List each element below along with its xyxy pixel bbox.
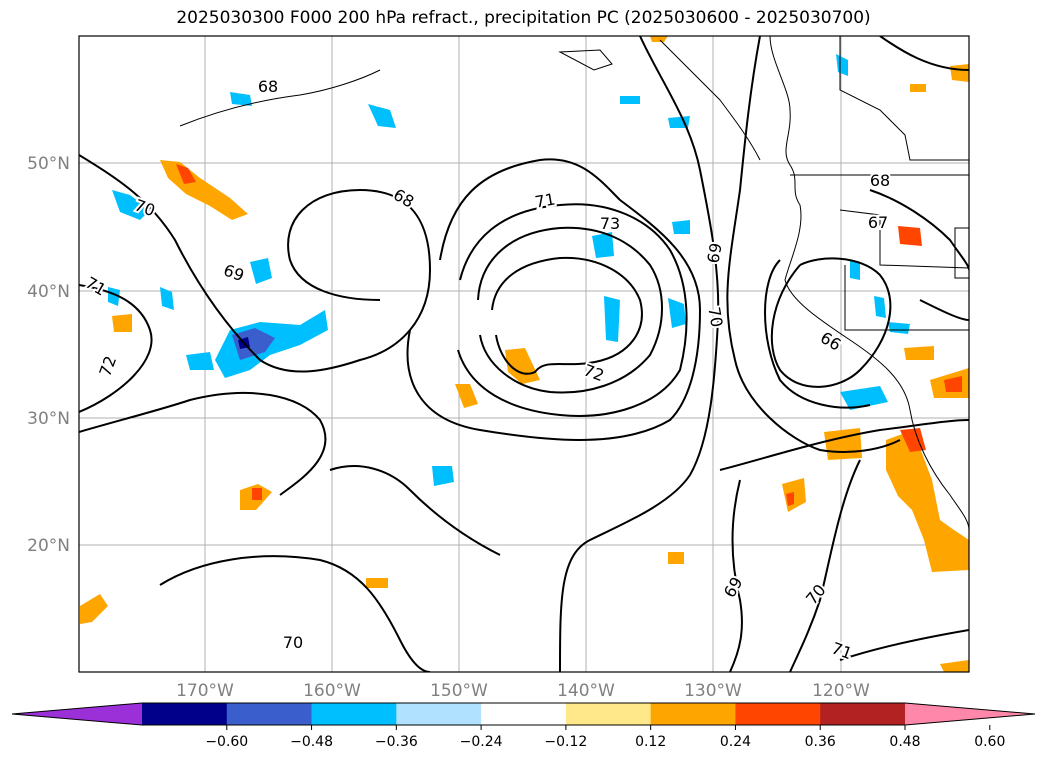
lon-label-140w: 140°W bbox=[557, 681, 615, 701]
colorbar-tick-label: −0.48 bbox=[290, 734, 333, 750]
longitude-labels: 170°W 160°W 150°W 140°W 130°W 120°W bbox=[176, 681, 870, 701]
colorbar-swatch bbox=[820, 703, 906, 725]
lat-label-40n: 40°N bbox=[27, 282, 70, 302]
lon-label-160w: 160°W bbox=[303, 681, 361, 701]
contour-label: 68 bbox=[870, 171, 890, 190]
colorbar-swatch bbox=[311, 703, 397, 725]
lat-label-50n: 50°N bbox=[27, 154, 70, 174]
colorbar-swatch bbox=[650, 703, 736, 725]
colorbar-swatch bbox=[396, 703, 482, 725]
lon-label-170w: 170°W bbox=[176, 681, 234, 701]
colorbar: −0.60 −0.48 −0.36 −0.24 −0.12 0.12 0.24 0.36 0.4… bbox=[11, 702, 1036, 750]
colorbar-tick-label: −0.60 bbox=[205, 734, 248, 750]
colorbar-extend-high bbox=[905, 703, 1035, 725]
map-title: 2025030300 F000 200 hPa refract., precip… bbox=[176, 8, 871, 28]
coastlines bbox=[179, 36, 969, 531]
lon-label-120w: 120°W bbox=[812, 681, 870, 701]
contour-label: 73 bbox=[600, 214, 620, 233]
colorbar-tick-label: −0.24 bbox=[460, 734, 503, 750]
lon-label-130w: 130°W bbox=[684, 681, 742, 701]
colorbar-swatch bbox=[481, 703, 567, 725]
contour-label: 67 bbox=[868, 213, 888, 232]
colorbar-swatch bbox=[226, 703, 313, 725]
contour-label: 71 bbox=[533, 189, 556, 211]
colorbar-tick-label: −0.36 bbox=[375, 734, 418, 750]
refractivity-contours bbox=[79, 36, 969, 672]
contour-label: 69 bbox=[703, 241, 725, 264]
colorbar-swatch bbox=[735, 703, 821, 725]
colorbar-tick-label: 0.60 bbox=[974, 734, 1005, 750]
colorbar-outline bbox=[11, 702, 1036, 726]
colorbar-swatch bbox=[142, 703, 228, 725]
latitude-labels: 50°N 40°N 30°N 20°N bbox=[27, 154, 70, 556]
colorbar-tick-label: 0.48 bbox=[889, 734, 920, 750]
colorbar-tick-label: 0.24 bbox=[720, 734, 751, 750]
contour-label: 70 bbox=[704, 305, 726, 328]
map-frame bbox=[78, 35, 970, 673]
colorbar-extend-low bbox=[12, 703, 142, 725]
colorbar-tick-label: 0.12 bbox=[635, 734, 666, 750]
precipitation-shading bbox=[80, 36, 969, 672]
lon-label-150w: 150°W bbox=[430, 681, 488, 701]
lat-label-30n: 30°N bbox=[27, 409, 70, 429]
contour-label: 68 bbox=[258, 77, 278, 96]
colorbar-swatch bbox=[565, 703, 652, 725]
colorbar-tick-label: 0.36 bbox=[805, 734, 836, 750]
colorbar-tick-label: −0.12 bbox=[544, 734, 587, 750]
lat-label-20n: 20°N bbox=[27, 536, 70, 556]
contour-label: 70 bbox=[283, 633, 303, 652]
